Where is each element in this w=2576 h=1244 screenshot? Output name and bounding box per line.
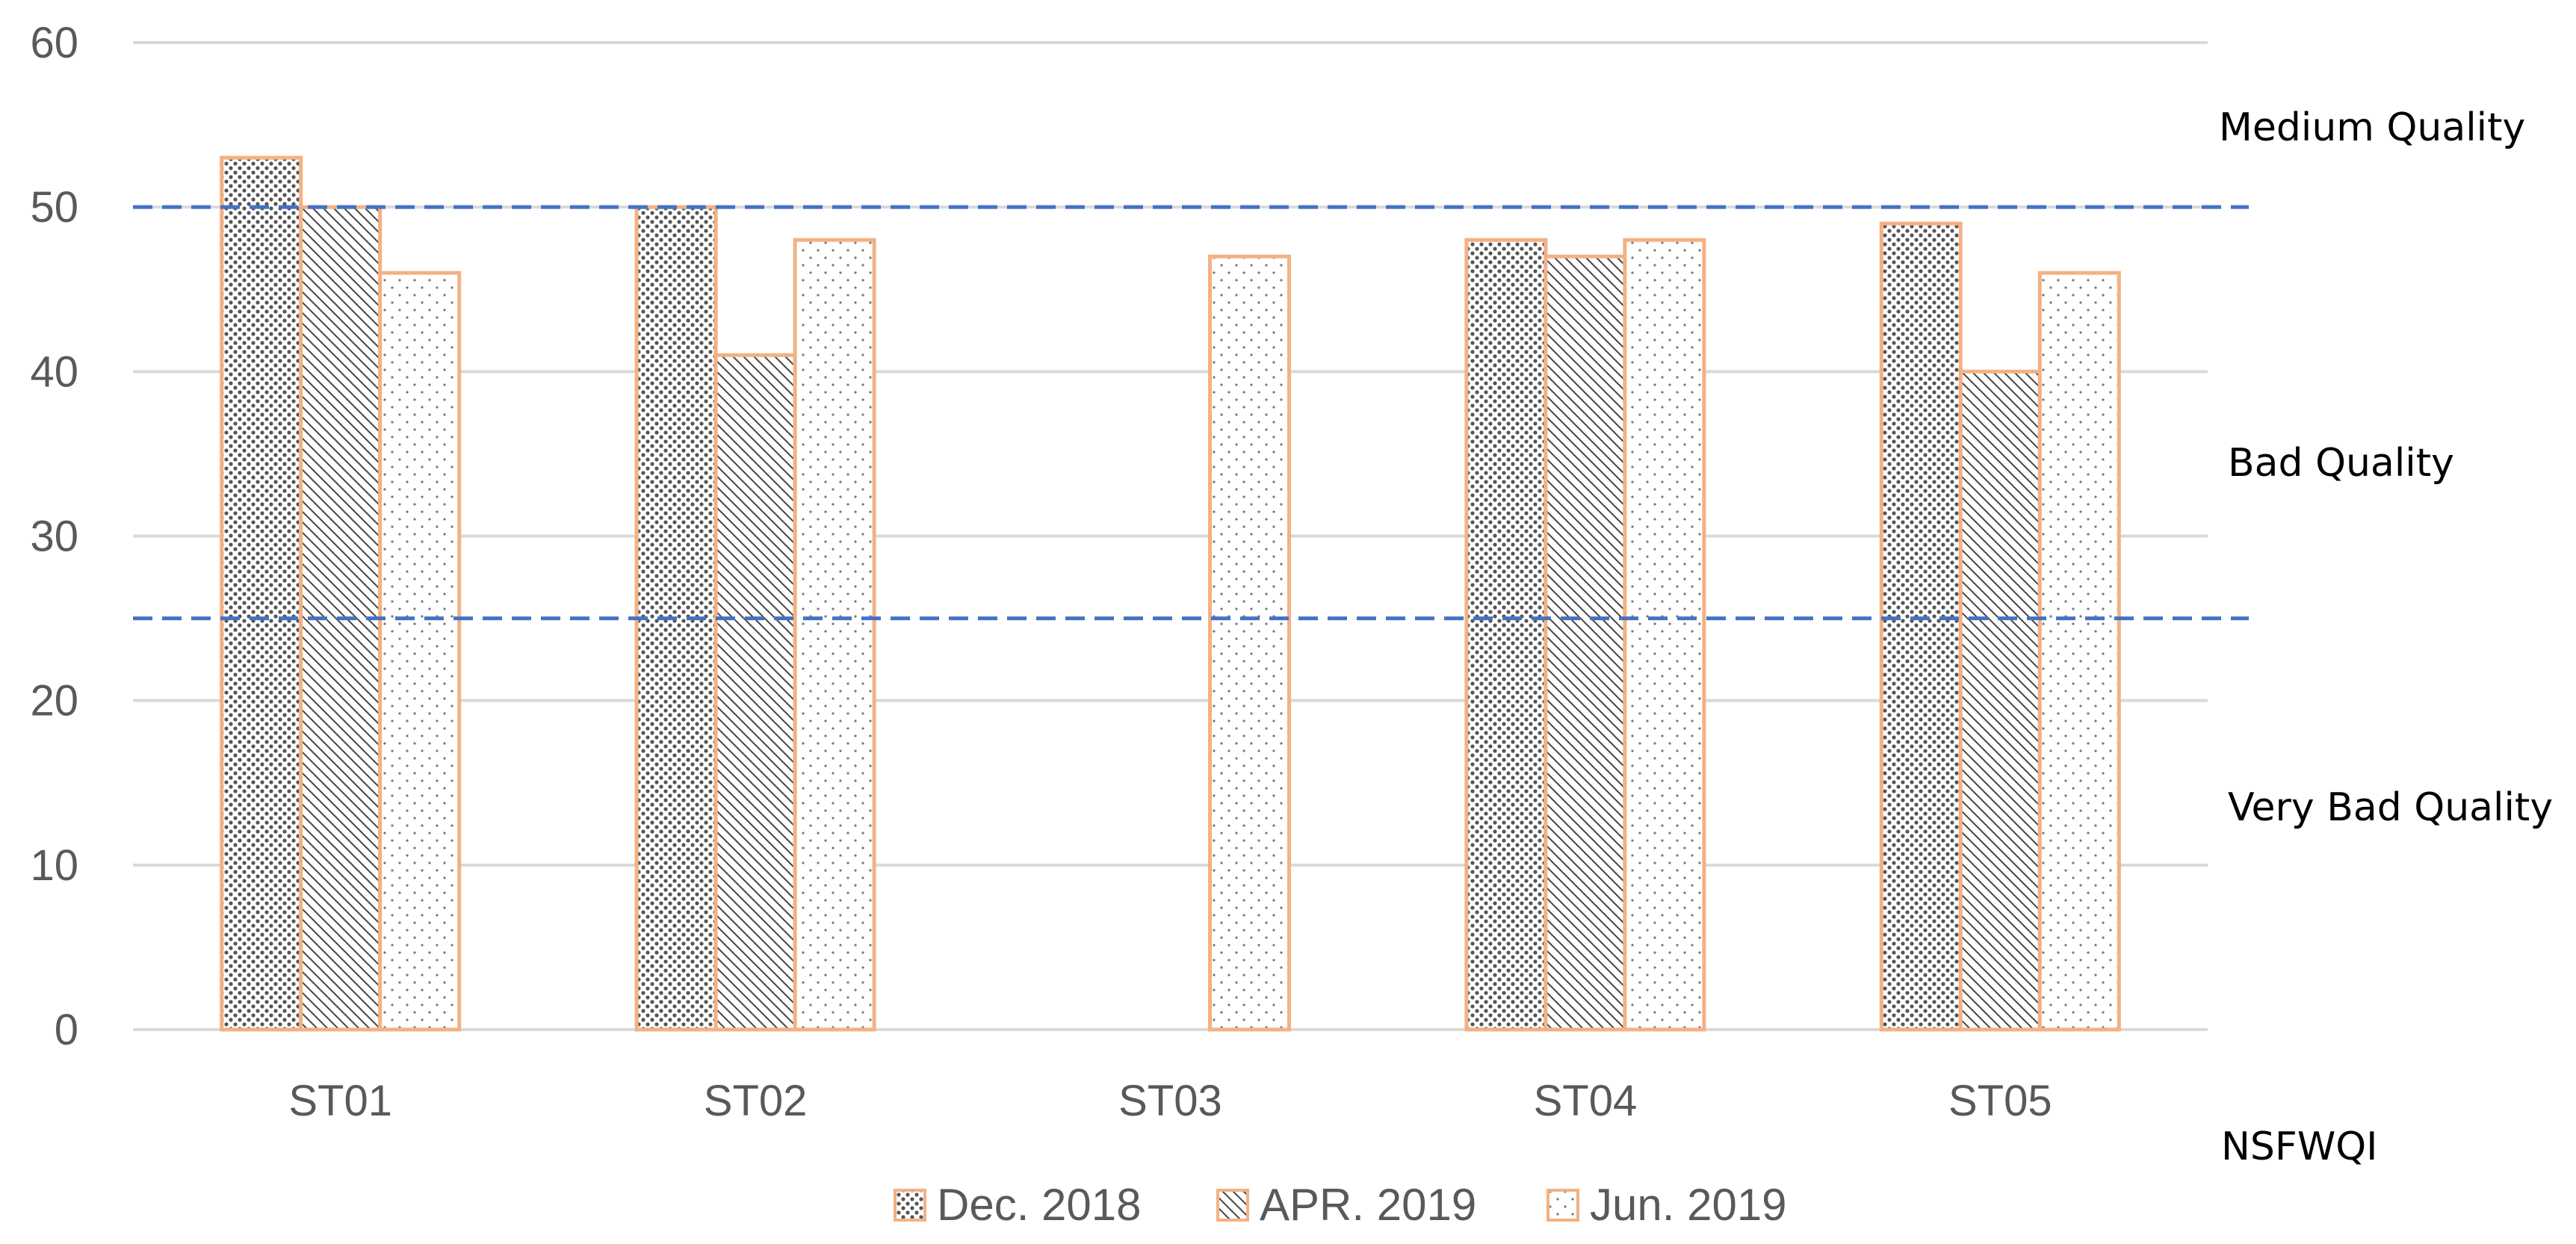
bars [220, 155, 2121, 1032]
bar-st04-dec-2018 [1464, 238, 1548, 1032]
x-category-label: ST01 [288, 1077, 392, 1125]
reference-lines [133, 205, 2249, 621]
annotations: Medium Quality Bad Quality Very Bad Qual… [2219, 105, 2553, 1169]
bar-st05-dec-2018 [1879, 221, 1963, 1032]
legend-item-jun-2019: Jun. 2019 [1546, 1180, 1787, 1230]
legend-item-dec-2018: Dec. 2018 [894, 1180, 1142, 1230]
bar-st02-apr-2019 [713, 353, 797, 1032]
bar-st05-jun-2019 [2037, 270, 2121, 1032]
bar-st03-jun-2019 [1208, 254, 1291, 1032]
y-tick-label: 60 [30, 19, 78, 67]
x-category-label: ST02 [704, 1077, 808, 1125]
annotation-very-bad-quality: Very Bad Quality [2228, 785, 2553, 830]
legend: Dec. 2018 APR. 2019 Jun. 2019 [894, 1180, 1787, 1230]
y-tick-label: 30 [30, 513, 78, 561]
bar-st01-jun-2019 [378, 270, 462, 1032]
gridlines [133, 41, 2208, 1031]
bar-st02-jun-2019 [793, 238, 876, 1032]
x-category-label: ST04 [1534, 1077, 1638, 1125]
legend-swatch-dec-2018 [894, 1189, 926, 1222]
y-axis-ticks: 0 10 20 30 40 50 60 [30, 19, 78, 1054]
bar-st04-apr-2019 [1544, 254, 1627, 1032]
y-tick-label: 20 [30, 677, 78, 725]
x-axis-categories: ST01 ST02 ST03 ST04 ST05 [288, 1077, 2052, 1125]
legend-label-dec-2018: Dec. 2018 [937, 1180, 1142, 1230]
annotation-bad-quality: Bad Quality [2228, 441, 2454, 486]
y-tick-label: 40 [30, 347, 78, 396]
legend-item-apr-2019: APR. 2019 [1216, 1180, 1476, 1230]
annotation-medium-quality: Medium Quality [2219, 105, 2525, 150]
x-category-label: ST03 [1118, 1077, 1222, 1125]
legend-swatch-jun-2019 [1546, 1189, 1579, 1222]
y-tick-label: 50 [30, 183, 78, 232]
bar-st01-dec-2018 [220, 155, 303, 1032]
x-category-label: ST05 [1948, 1077, 2052, 1125]
legend-label-apr-2019: APR. 2019 [1260, 1180, 1476, 1230]
bar-st04-jun-2019 [1623, 238, 1706, 1032]
annotation-nsfwqi: NSFWQI [2221, 1124, 2378, 1169]
legend-swatch-apr-2019 [1216, 1189, 1249, 1222]
legend-label-jun-2019: Jun. 2019 [1590, 1180, 1787, 1230]
bar-st05-apr-2019 [1958, 369, 2042, 1032]
y-tick-label: 10 [30, 841, 78, 890]
y-tick-label: 0 [55, 1006, 78, 1054]
